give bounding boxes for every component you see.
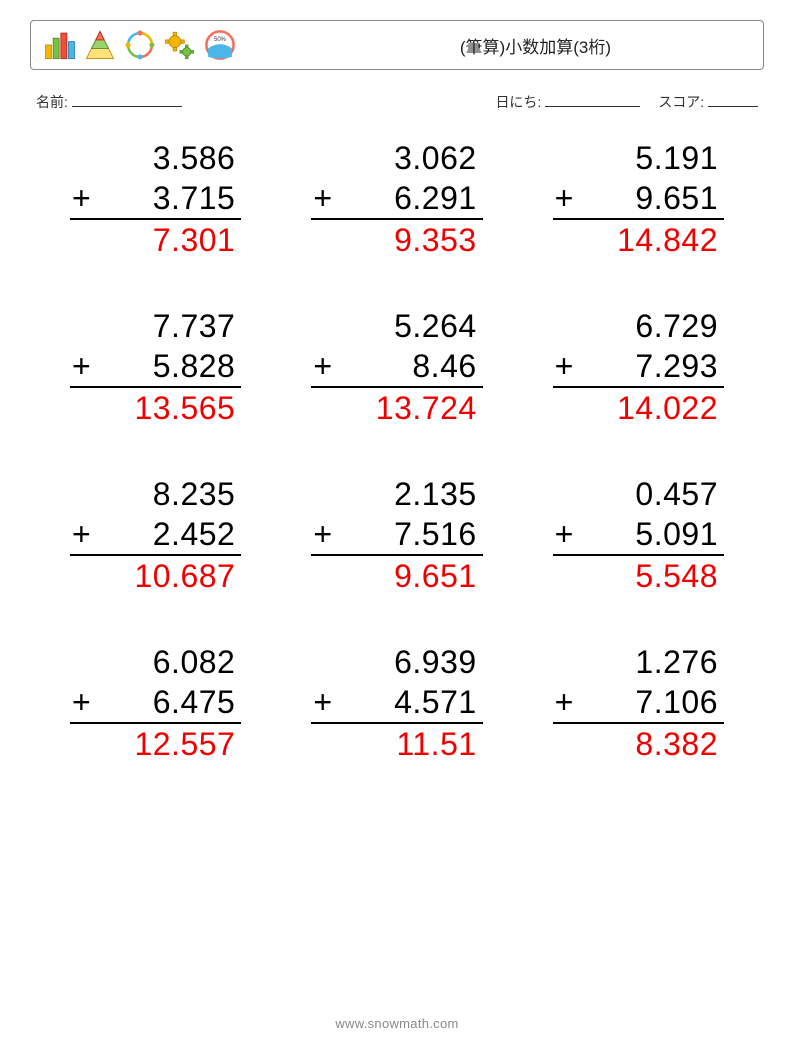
answer: 5.548 bbox=[553, 556, 724, 596]
name-label: 名前: bbox=[36, 92, 68, 112]
answer: 13.565 bbox=[70, 388, 241, 428]
operator: + bbox=[313, 682, 332, 722]
second-operand-row: +2.452 bbox=[70, 514, 241, 556]
problem: 5.191+9.65114.842 bbox=[553, 138, 724, 260]
answer: 13.724 bbox=[311, 388, 482, 428]
problem: 1.276+7.1068.382 bbox=[553, 642, 724, 764]
bar-chart-icon bbox=[43, 28, 77, 62]
answer: 14.842 bbox=[553, 220, 724, 260]
answer: 9.353 bbox=[311, 220, 482, 260]
name-blank[interactable] bbox=[72, 92, 182, 107]
second-operand-row: +9.651 bbox=[553, 178, 724, 220]
problem: 6.729+7.29314.022 bbox=[553, 306, 724, 428]
second-operand-row: +7.516 bbox=[311, 514, 482, 556]
worksheet-page: 50% (筆算)小数加算(3桁) 名前: 日にち: スコア: 3.586+3.7… bbox=[0, 0, 794, 1053]
second-operand: 2.452 bbox=[153, 514, 236, 554]
operator: + bbox=[313, 178, 332, 218]
second-operand-row: +8.46 bbox=[311, 346, 482, 388]
gauge-icon: 50% bbox=[203, 28, 237, 62]
answer: 7.301 bbox=[70, 220, 241, 260]
second-operand-row: +7.293 bbox=[553, 346, 724, 388]
answer: 14.022 bbox=[553, 388, 724, 428]
answer: 12.557 bbox=[70, 724, 241, 764]
operator: + bbox=[313, 346, 332, 386]
problem: 8.235+2.45210.687 bbox=[70, 474, 241, 596]
operator: + bbox=[313, 514, 332, 554]
second-operand-row: +5.091 bbox=[553, 514, 724, 556]
first-operand: 7.737 bbox=[70, 306, 241, 346]
header-icons: 50% bbox=[43, 28, 237, 62]
answer: 8.382 bbox=[553, 724, 724, 764]
operator: + bbox=[555, 682, 574, 722]
pyramid-icon bbox=[83, 28, 117, 62]
second-operand: 6.475 bbox=[153, 682, 236, 722]
problem: 7.737+5.82813.565 bbox=[70, 306, 241, 428]
second-operand: 7.516 bbox=[394, 514, 477, 554]
operator: + bbox=[72, 514, 91, 554]
gears-icon bbox=[163, 28, 197, 62]
first-operand: 0.457 bbox=[553, 474, 724, 514]
header-bar: 50% (筆算)小数加算(3桁) bbox=[30, 20, 764, 70]
problem: 3.062+6.2919.353 bbox=[311, 138, 482, 260]
second-operand-row: +4.571 bbox=[311, 682, 482, 724]
first-operand: 3.586 bbox=[70, 138, 241, 178]
first-operand: 2.135 bbox=[311, 474, 482, 514]
second-operand-row: +6.291 bbox=[311, 178, 482, 220]
first-operand: 1.276 bbox=[553, 642, 724, 682]
operator: + bbox=[555, 346, 574, 386]
second-operand-row: +6.475 bbox=[70, 682, 241, 724]
cycle-icon bbox=[123, 28, 157, 62]
second-operand: 3.715 bbox=[153, 178, 236, 218]
svg-text:50%: 50% bbox=[214, 37, 227, 43]
score-blank[interactable] bbox=[708, 92, 758, 107]
problem: 2.135+7.5169.651 bbox=[311, 474, 482, 596]
second-operand: 7.106 bbox=[635, 682, 718, 722]
second-operand: 7.293 bbox=[635, 346, 718, 386]
second-operand: 9.651 bbox=[635, 178, 718, 218]
first-operand: 6.729 bbox=[553, 306, 724, 346]
first-operand: 3.062 bbox=[311, 138, 482, 178]
operator: + bbox=[72, 682, 91, 722]
second-operand-row: +5.828 bbox=[70, 346, 241, 388]
problem: 0.457+5.0915.548 bbox=[553, 474, 724, 596]
answer: 9.651 bbox=[311, 556, 482, 596]
date-blank[interactable] bbox=[545, 92, 640, 107]
second-operand: 5.828 bbox=[153, 346, 236, 386]
first-operand: 8.235 bbox=[70, 474, 241, 514]
meta-row: 名前: 日にち: スコア: bbox=[30, 92, 764, 112]
first-operand: 5.191 bbox=[553, 138, 724, 178]
worksheet-title: (筆算)小数加算(3桁) bbox=[460, 33, 611, 58]
operator: + bbox=[555, 514, 574, 554]
second-operand: 6.291 bbox=[394, 178, 477, 218]
answer: 11.51 bbox=[311, 724, 482, 764]
problem: 5.264+8.4613.724 bbox=[311, 306, 482, 428]
first-operand: 5.264 bbox=[311, 306, 482, 346]
second-operand-row: +7.106 bbox=[553, 682, 724, 724]
operator: + bbox=[72, 346, 91, 386]
answer: 10.687 bbox=[70, 556, 241, 596]
problem: 3.586+3.7157.301 bbox=[70, 138, 241, 260]
problems-grid: 3.586+3.7157.3013.062+6.2919.3535.191+9.… bbox=[30, 138, 764, 764]
date-label: 日にち: bbox=[495, 94, 541, 110]
second-operand-row: +3.715 bbox=[70, 178, 241, 220]
second-operand: 8.46 bbox=[412, 346, 476, 386]
second-operand: 4.571 bbox=[394, 682, 477, 722]
score-label: スコア: bbox=[658, 94, 704, 110]
footer-url: www.snowmath.com bbox=[0, 1016, 794, 1031]
first-operand: 6.082 bbox=[70, 642, 241, 682]
problem: 6.082+6.47512.557 bbox=[70, 642, 241, 764]
operator: + bbox=[555, 178, 574, 218]
first-operand: 6.939 bbox=[311, 642, 482, 682]
problem: 6.939+4.57111.51 bbox=[311, 642, 482, 764]
operator: + bbox=[72, 178, 91, 218]
second-operand: 5.091 bbox=[635, 514, 718, 554]
